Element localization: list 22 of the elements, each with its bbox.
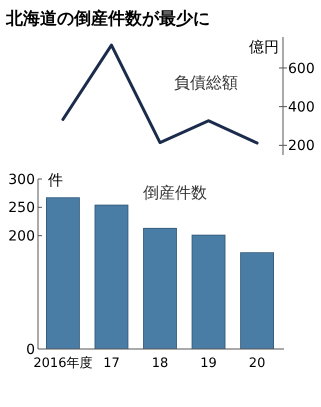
bar — [192, 234, 226, 350]
y-tick-label: 200 — [288, 138, 315, 154]
bar — [94, 204, 128, 350]
bar — [240, 252, 274, 350]
text: 負債総額 — [174, 73, 238, 92]
y-tick-label: 600 — [288, 60, 315, 77]
x-tick-label: 18 — [152, 356, 168, 371]
y-axis-title: 件 — [48, 171, 63, 189]
x-tick-label: 19 — [200, 356, 217, 371]
y-axis-title: 億円 — [249, 38, 279, 56]
y-tick-label: 250 — [8, 200, 35, 216]
y-tick-label: 300 — [8, 172, 35, 188]
y-tick-label: 400 — [288, 100, 315, 116]
x-tick-label: 2016年度 — [33, 355, 92, 371]
series-label: 倒産件数 — [143, 183, 207, 202]
y-tick-label: 0 — [26, 342, 35, 358]
x-tick-label: 17 — [103, 356, 120, 371]
x-tick-label: 20 — [248, 356, 266, 371]
chart-title: 北海道の倒産件数が最少に — [5, 9, 210, 29]
bar — [46, 197, 80, 350]
y-tick-label: 200 — [8, 228, 35, 245]
bar — [143, 228, 177, 350]
